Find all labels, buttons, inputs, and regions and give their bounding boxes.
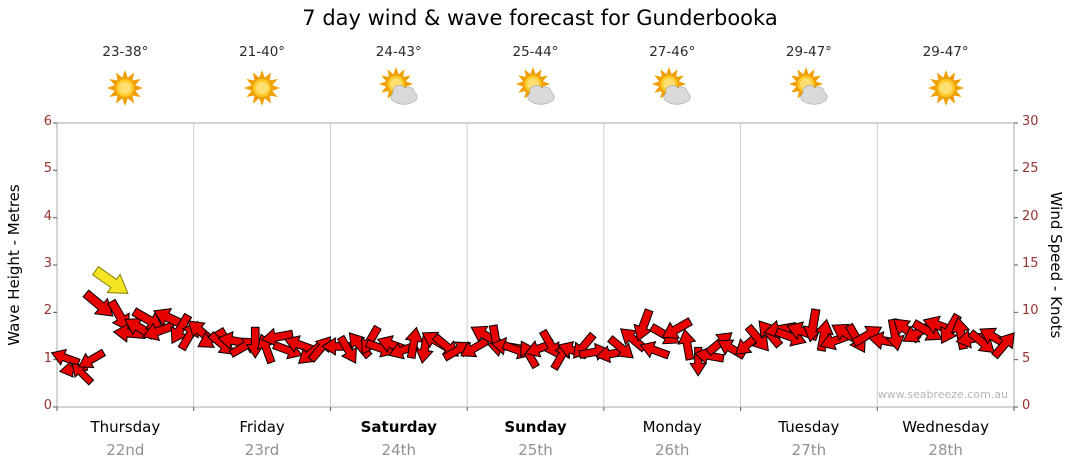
wind-arrow <box>283 335 316 354</box>
right-axis-tick-label: 30 <box>1022 114 1039 129</box>
day-date-label: 27th <box>791 441 827 459</box>
day-date-label: 23rd <box>244 441 280 459</box>
temperature-label: 25-44° <box>512 44 559 60</box>
day-date-label: 25th <box>518 441 553 459</box>
temperature-label: 27-46° <box>649 44 696 60</box>
right-axis-tick-label: 10 <box>1022 303 1039 319</box>
wind-arrow <box>693 346 725 365</box>
wind-arrow <box>689 346 708 377</box>
sun-cloud-icon <box>375 66 423 114</box>
day-name-label: Tuesday <box>778 418 840 436</box>
temperature-label: 23-38° <box>102 44 149 60</box>
sun-icon <box>101 66 149 114</box>
wind-arrow <box>404 326 424 359</box>
day-date-label: 24th <box>381 441 417 459</box>
left-axis-tick-label: 1 <box>43 350 52 366</box>
wind-arrow <box>71 362 95 386</box>
right-axis-tick-label: 25 <box>1022 161 1039 177</box>
temperature-label: 24-43° <box>375 44 422 60</box>
right-axis-tick-label: 0 <box>1022 398 1031 413</box>
wind-arrow <box>50 348 81 367</box>
day-name-label: Saturday <box>360 418 437 436</box>
day-name-label: Wednesday <box>902 418 990 436</box>
wind-arrow <box>82 289 114 317</box>
left-axis-tick-label: 3 <box>43 256 52 271</box>
sun-cloud-icon <box>785 66 833 114</box>
wind-arrow <box>814 318 834 352</box>
wind-arrow <box>321 337 353 356</box>
wind-arrow <box>633 308 654 342</box>
sun-cloud-icon <box>512 66 560 114</box>
wind-arrow <box>677 328 697 361</box>
left-axis-tick-label: 6 <box>43 114 52 129</box>
wind-arrow <box>802 308 823 343</box>
right-axis-title: Wind Speed - Knots <box>1047 191 1065 339</box>
day-date-label: 28th <box>928 441 963 459</box>
left-axis-tick-label: 2 <box>43 303 52 319</box>
highlight-wind-arrow <box>92 266 129 294</box>
watermark: www.seabreeze.com.au <box>878 388 1008 401</box>
right-axis-tick-label: 5 <box>1022 350 1031 366</box>
left-axis-tick-label: 0 <box>43 398 52 413</box>
temperature-label: 21-40° <box>239 44 286 60</box>
left-axis-tick-label: 5 <box>43 161 52 177</box>
day-name-label: Sunday <box>504 418 567 436</box>
wind-arrow <box>885 318 905 352</box>
day-date-label: 26th <box>654 441 690 459</box>
wind-arrow <box>991 332 1015 360</box>
chart-title: 7 day wind & wave forecast for Gunderboo… <box>302 6 778 30</box>
wind-arrow <box>661 317 693 339</box>
sun-cloud-icon <box>648 66 696 114</box>
day-name-label: Monday <box>642 418 702 436</box>
temperature-label: 29-47° <box>922 44 969 60</box>
wind-arrow <box>336 334 357 364</box>
sun-icon <box>922 66 970 114</box>
day-name-label: Thursday <box>90 418 161 436</box>
wind-arrow <box>607 335 634 359</box>
wind-arrow <box>538 328 560 359</box>
wind-arrow <box>639 341 671 360</box>
left-axis-tick-label: 4 <box>43 208 52 224</box>
wind-arrow <box>77 348 107 369</box>
wind-arrow <box>744 323 769 352</box>
day-date-label: 22nd <box>106 441 145 459</box>
wind-arrow <box>107 298 130 332</box>
right-axis-tick-label: 15 <box>1022 256 1039 271</box>
right-axis-tick-label: 20 <box>1022 208 1039 224</box>
wind-arrow <box>460 336 490 358</box>
temperature-label: 29-47° <box>785 44 832 60</box>
day-name-label: Friday <box>239 418 285 436</box>
sun-icon <box>238 66 286 114</box>
